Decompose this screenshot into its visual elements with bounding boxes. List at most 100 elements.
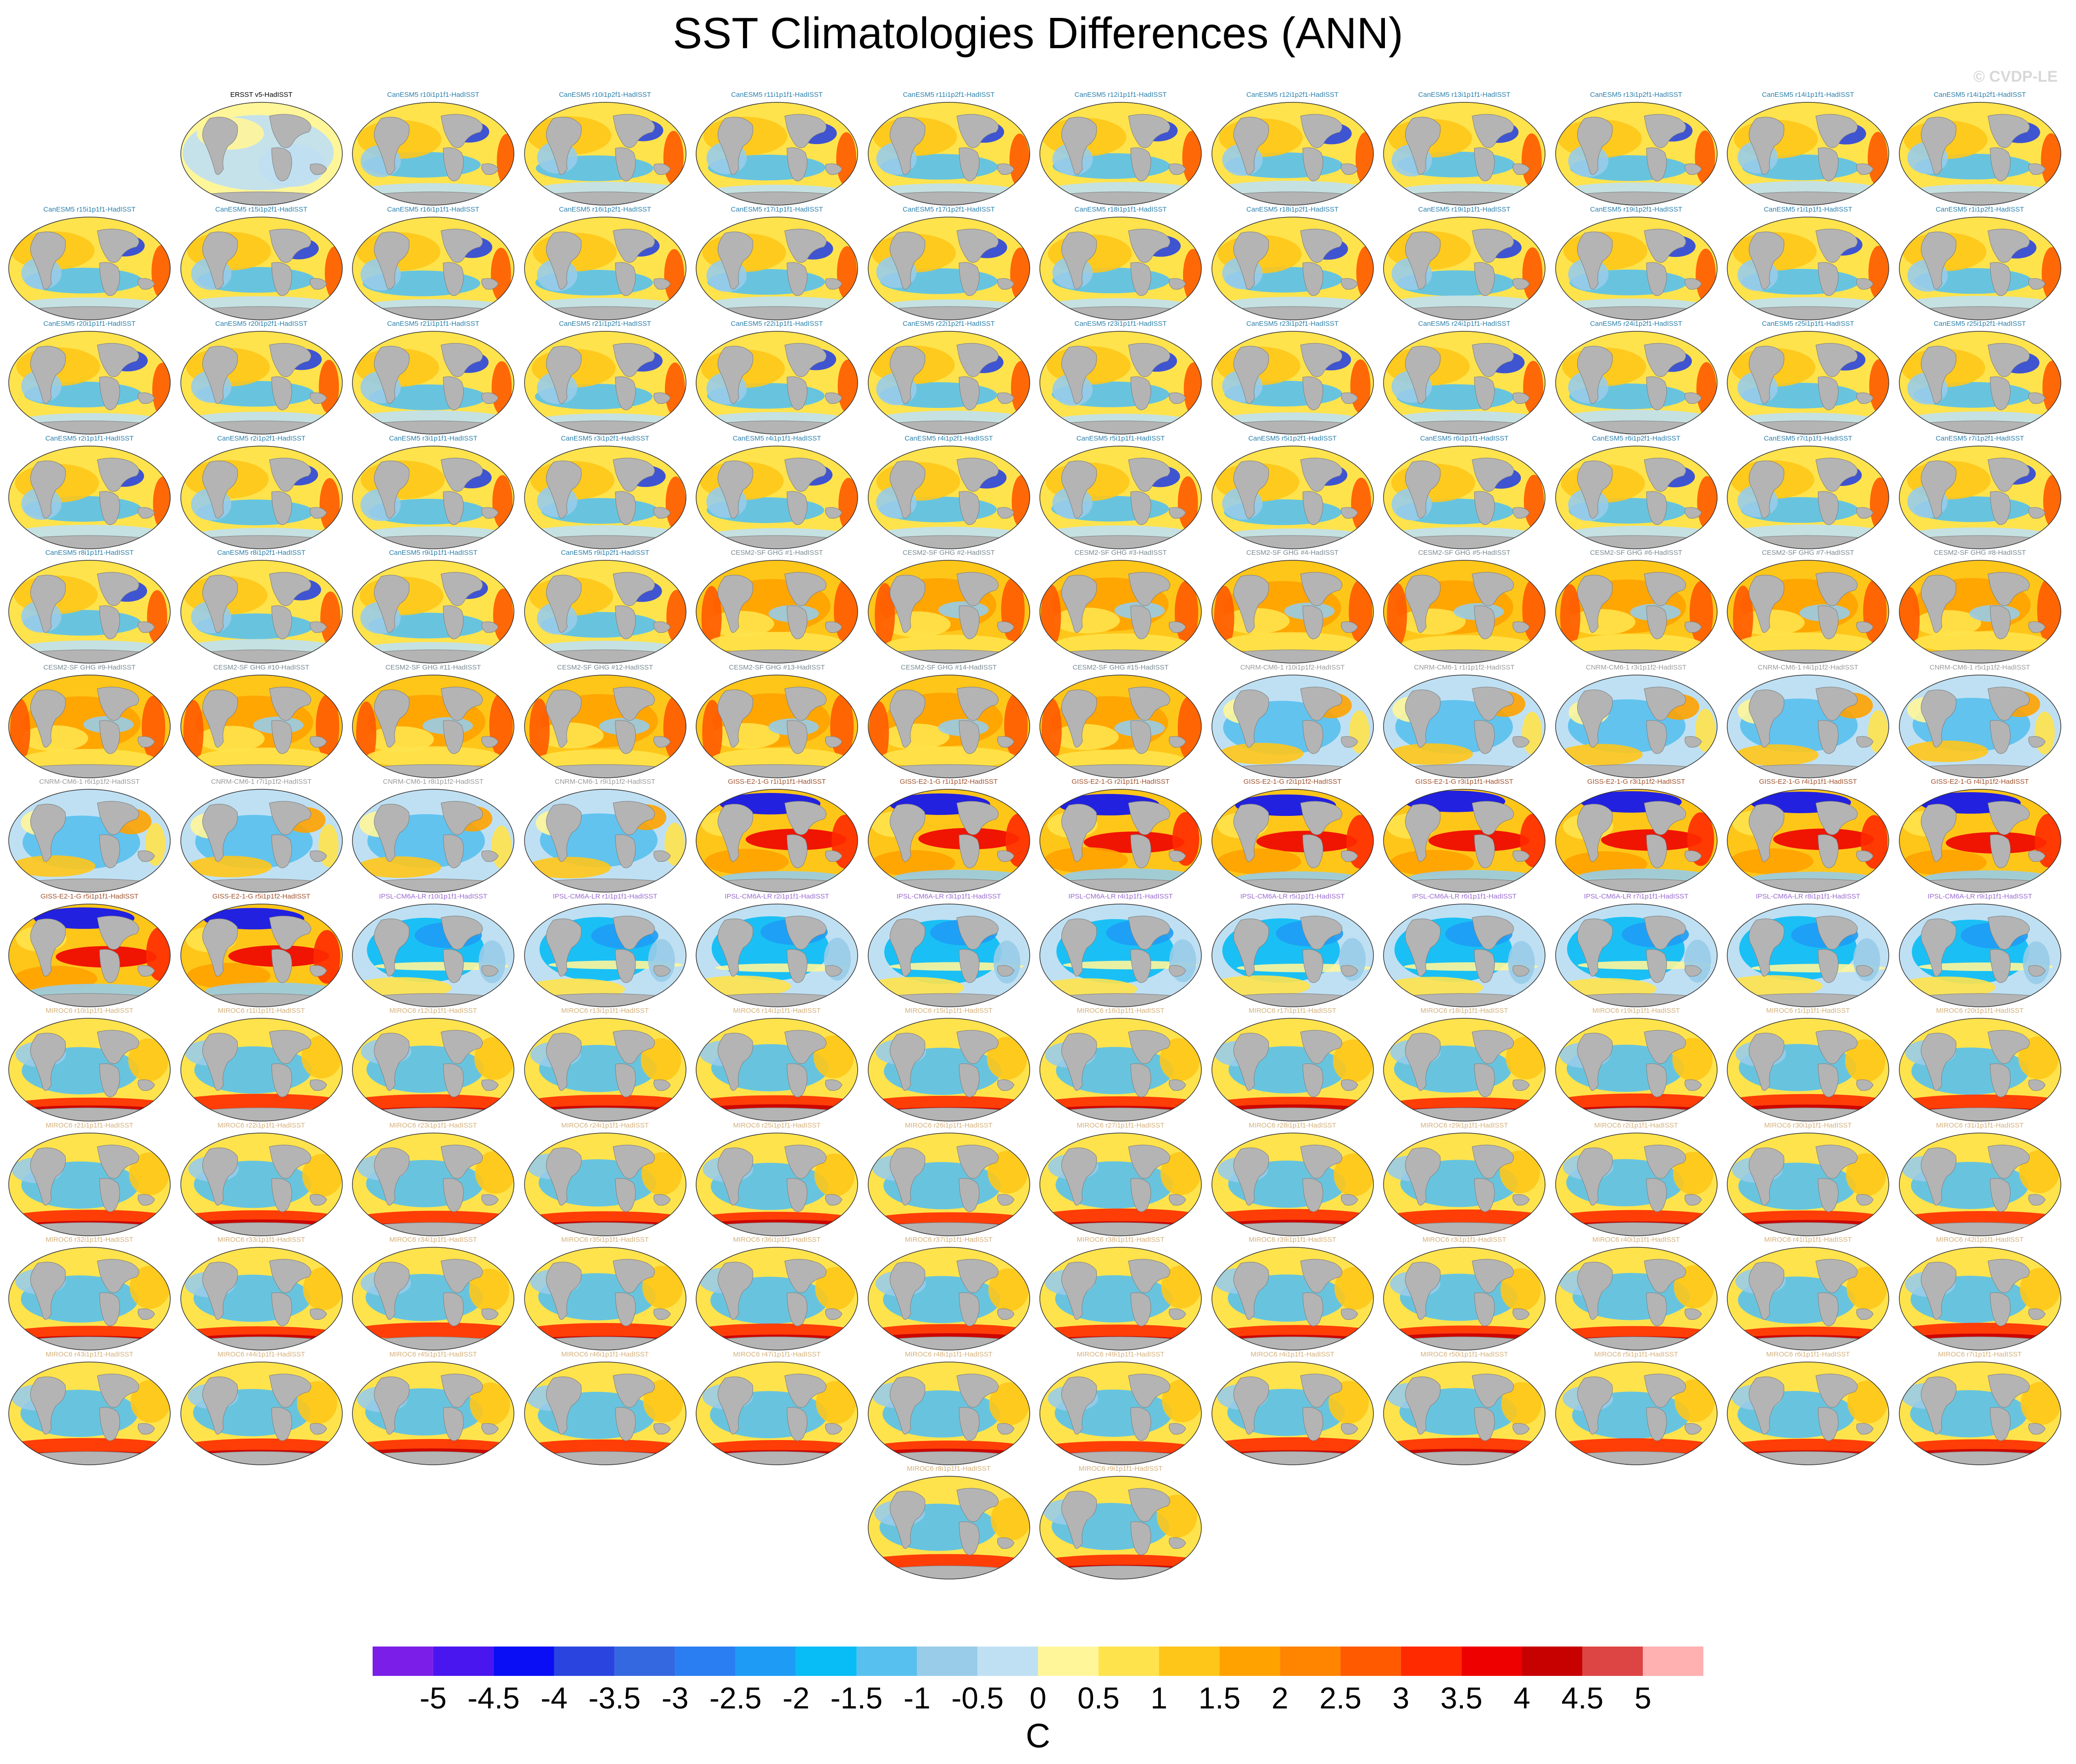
map-panel: CanESM5 r3i1p2f1-HadISST	[521, 435, 689, 552]
land-mask	[271, 262, 292, 296]
land-mask	[271, 605, 292, 639]
anomaly-region	[1389, 743, 1473, 765]
land-mask	[1474, 1407, 1495, 1441]
land-mask	[1920, 1147, 1956, 1206]
map-globe	[1555, 1361, 1718, 1465]
land-mask	[1405, 804, 1441, 862]
map-panel: CanESM5 r23i1p2f1-HadISST	[1209, 320, 1377, 437]
panel-title: MIROC6 r33i1p1f1-HadISST	[218, 1236, 305, 1244]
land-mask	[1987, 1259, 2030, 1293]
panel-title: CESM2-SF GHG #8-HadISST	[1934, 549, 2026, 557]
land-mask	[97, 687, 140, 720]
panel-title: CESM2-SF GHG #4-HadISST	[1246, 549, 1339, 557]
globe-outline	[180, 1361, 343, 1465]
map-globe	[180, 216, 343, 320]
panel-title: GISS-E2-1-G r5i1p1f1-HadISST	[40, 892, 139, 900]
globe-outline	[867, 1132, 1030, 1236]
globe-outline	[352, 903, 514, 1007]
land-mask	[1233, 918, 1269, 977]
colorbar-bin	[917, 1647, 978, 1676]
map-globe	[352, 560, 514, 664]
land-mask	[1128, 458, 1171, 491]
panel-title: MIROC6 r15i1p1f1-HadISST	[905, 1007, 993, 1015]
land-mask	[138, 1423, 155, 1435]
anomaly-region	[1555, 1438, 1717, 1456]
map-panel: CanESM5 r25i1p1f1-HadISST	[1724, 320, 1892, 437]
land-mask	[1472, 572, 1514, 606]
map-panel: MIROC6 r35i1p1f1-HadISST	[521, 1236, 689, 1353]
panel-title: MIROC6 r46i1p1f1-HadISST	[561, 1350, 649, 1358]
land-mask	[1061, 1147, 1097, 1206]
globe-outline	[1383, 102, 1546, 206]
globe-outline	[1727, 560, 1889, 664]
land-mask	[441, 343, 483, 377]
land-mask	[1818, 1292, 1839, 1326]
land-mask	[99, 834, 120, 868]
map-globe	[8, 789, 171, 893]
land-mask	[138, 392, 155, 404]
globe-outline	[352, 1132, 514, 1236]
colorbar-tick-label: 0.5	[1077, 1681, 1120, 1715]
panel-title: CanESM5 r20i1p2f1-HadISST	[215, 320, 307, 328]
globe-outline	[1211, 102, 1374, 206]
land-mask	[374, 231, 410, 290]
land-mask	[441, 572, 483, 606]
map-globe	[1727, 445, 1889, 549]
land-mask	[1128, 1030, 1171, 1064]
colorbar-tick-label: 4	[1513, 1681, 1530, 1715]
map-panel: CanESM5 r11i1p2f1-HadISST	[865, 91, 1033, 208]
panel-title: CanESM5 r6i1p1f1-HadISST	[1420, 434, 1509, 442]
land-mask	[784, 343, 827, 377]
map-panel: IPSL-CM6A-LR r7i1p1f1-HadISST	[1552, 893, 1720, 1010]
anomaly-region	[1555, 1093, 1717, 1111]
land-mask	[1169, 163, 1186, 175]
map-panel: MIROC6 r5i1p1f1-HadISST	[1552, 1351, 1720, 1468]
map-panel: MIROC6 r20i1p1f1-HadISST	[1896, 1007, 2064, 1124]
anomaly-region	[987, 1150, 1028, 1194]
land-mask	[1405, 575, 1441, 633]
panel-title: MIROC6 r32i1p1f1-HadISST	[45, 1236, 134, 1244]
land-mask	[825, 965, 843, 977]
anomaly-region	[1211, 1437, 1373, 1454]
land-mask	[1061, 460, 1097, 519]
land-mask	[1302, 1063, 1323, 1097]
globe-outline	[1039, 1476, 1202, 1580]
map-panel: CanESM5 r21i1p1f1-HadISST	[349, 320, 517, 437]
anomaly-region	[1733, 585, 1753, 650]
land-mask	[787, 720, 808, 754]
land-mask	[374, 1262, 410, 1320]
land-mask	[997, 736, 1015, 748]
globe-outline	[1039, 102, 1202, 206]
panel-title: IPSL-CM6A-LR r5i1p1f1-HadISST	[1240, 892, 1345, 900]
globe-outline	[352, 1247, 514, 1351]
map-panel: CanESM5 r18i1p1f1-HadISST	[1037, 206, 1205, 323]
panel-title: CanESM5 r25i1p2f1-HadISST	[1934, 320, 2026, 328]
land-mask	[97, 915, 140, 949]
land-mask	[614, 720, 636, 754]
map-panel: MIROC6 r2i1p1f1-HadISST	[1552, 1122, 1720, 1239]
land-mask	[1684, 1308, 1702, 1320]
land-mask	[1169, 507, 1186, 519]
land-mask	[1302, 262, 1323, 296]
land-mask	[1474, 1292, 1495, 1326]
panel-title: IPSL-CM6A-LR r7i1p1f1-HadISST	[1584, 892, 1689, 900]
land-mask	[717, 1376, 753, 1435]
land-mask	[1748, 1147, 1785, 1206]
panel-title: GISS-E2-1-G r3i1p1f2-HadISST	[1587, 778, 1685, 786]
land-mask	[374, 1376, 410, 1435]
colorbar-tick-label: -5	[419, 1681, 447, 1715]
land-mask	[271, 1063, 292, 1097]
anomaly-region	[1899, 1094, 2061, 1112]
map-panel: CanESM5 r22i1p1f1-HadISST	[693, 320, 861, 437]
land-mask	[653, 278, 671, 290]
map-panel: MIROC6 r32i1p1f1-HadISST	[6, 1236, 173, 1353]
land-mask	[889, 575, 925, 633]
land-mask	[1920, 460, 1956, 519]
panel-title: CanESM5 r1i1p1f1-HadISST	[1763, 205, 1853, 213]
anomaly-region	[9, 1438, 170, 1455]
land-mask	[374, 689, 410, 748]
land-mask	[958, 1407, 979, 1441]
anomaly-region	[1870, 477, 1889, 531]
anomaly-region	[1054, 633, 1189, 655]
land-mask	[956, 1373, 999, 1407]
